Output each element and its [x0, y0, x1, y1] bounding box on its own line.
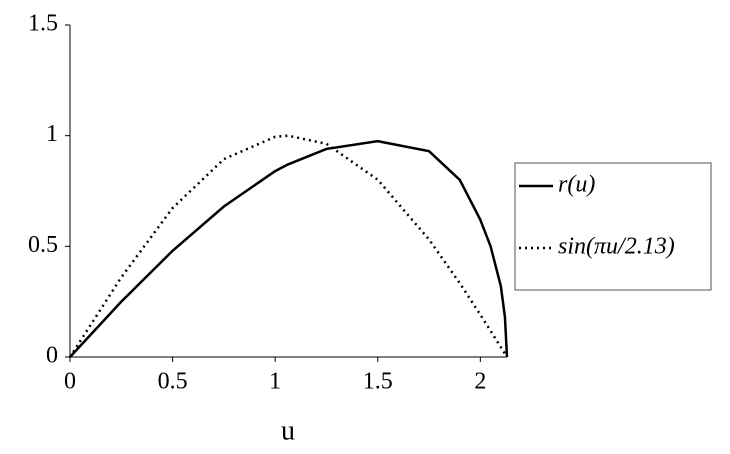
- x-tick-label: 0.5: [158, 369, 188, 395]
- x-tick-label: 1.5: [363, 369, 393, 395]
- y-tick-label: 1.5: [28, 11, 58, 37]
- x-tick-label: 2: [474, 369, 486, 395]
- line-series: [68, 134, 509, 358]
- legend-box: [514, 162, 712, 291]
- x-tick-label: 1: [269, 369, 281, 395]
- y-tick-label: 1: [46, 121, 58, 147]
- line-series: [69, 139, 509, 358]
- y-tick-label: 0: [46, 343, 58, 369]
- legend-label: sin(πu/2.13): [558, 234, 675, 260]
- x-axis-label: u: [281, 415, 295, 446]
- y-tick-label: 0.5: [28, 232, 58, 258]
- x-tick-label: 0: [64, 369, 76, 395]
- legend-label: r(u): [558, 172, 595, 198]
